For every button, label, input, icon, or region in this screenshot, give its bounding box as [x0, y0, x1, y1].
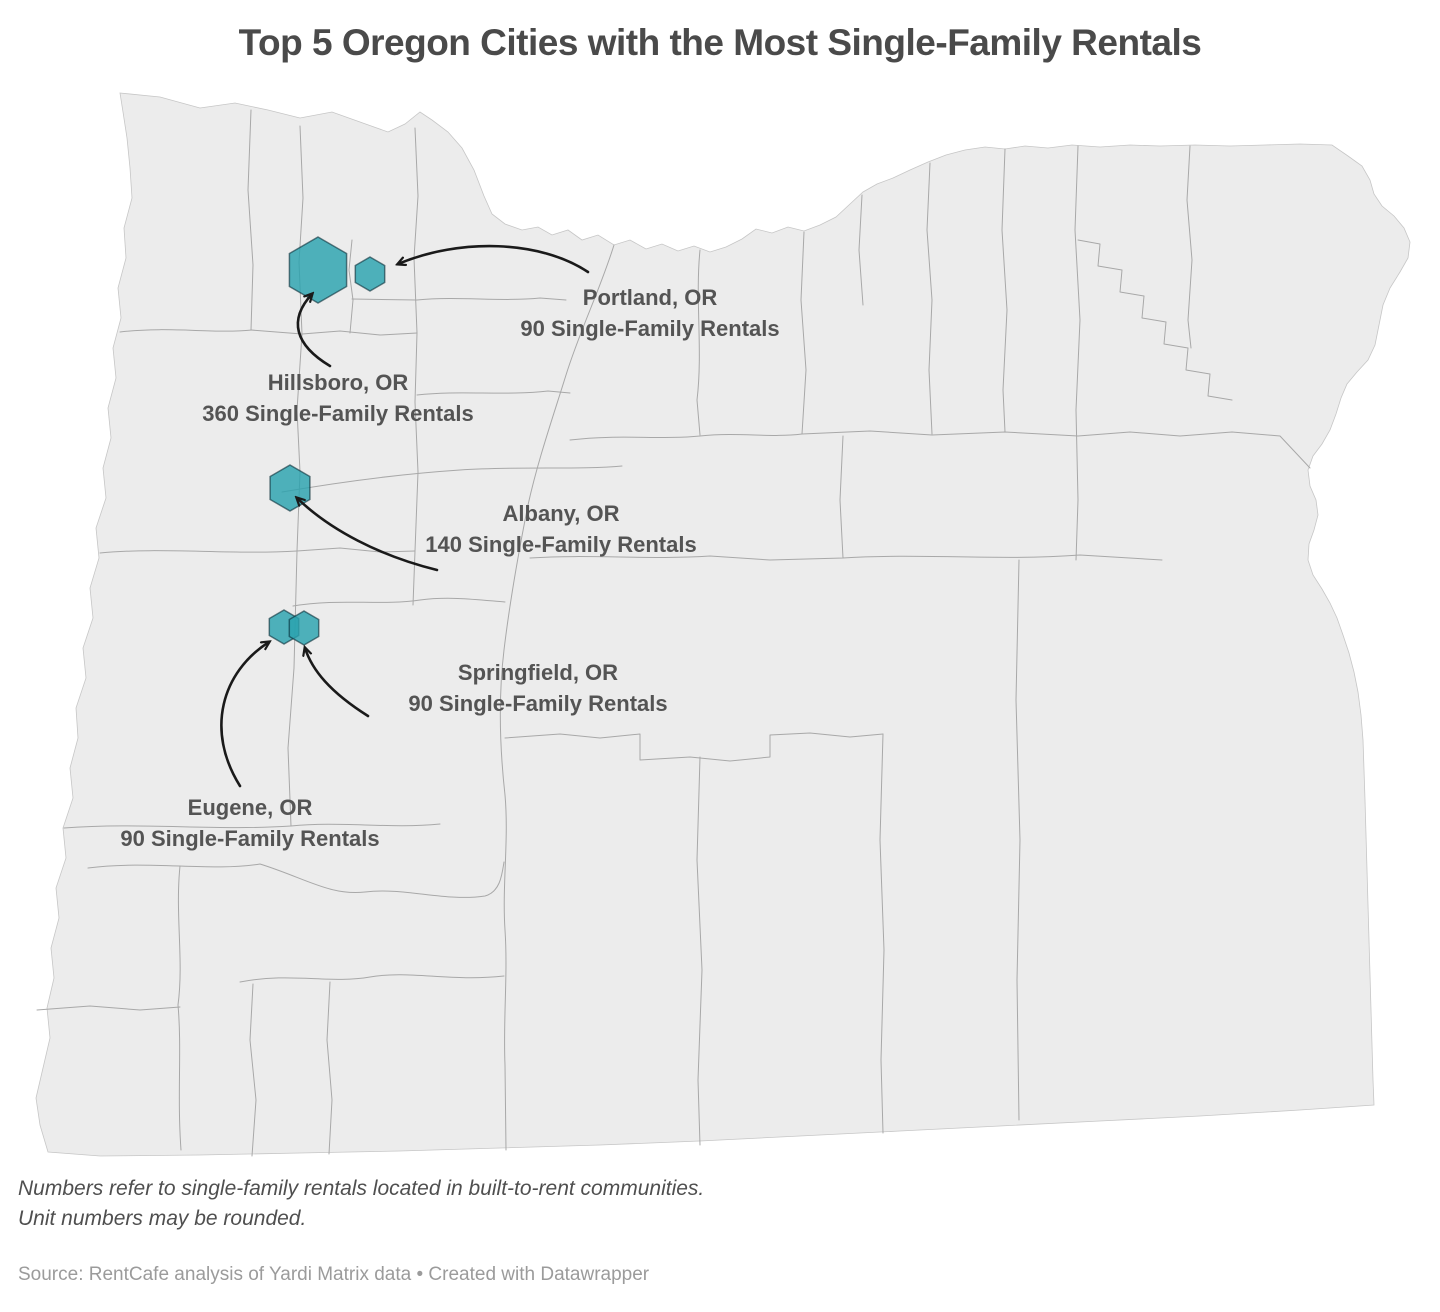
hillsboro-arrow: [296, 294, 332, 368]
annotation-city: Hillsboro, OR: [267, 370, 409, 395]
annotation-value: 360 Single-Family Rentals: [202, 401, 474, 426]
footnote-line-2: Unit numbers may be rounded.: [18, 1207, 307, 1231]
portland-arrow: [398, 244, 590, 274]
marker-hexagon-hillsboro[interactable]: [288, 236, 348, 304]
source-line: Source: RentCafe analysis of Yardi Matri…: [18, 1264, 650, 1285]
springfield-arrow: [305, 648, 370, 718]
eugene-arrow: [220, 642, 269, 788]
annotation-city: Portland, OR: [582, 285, 718, 310]
annotation-value: 90 Single-Family Rentals: [408, 691, 668, 716]
page-title: Top 5 Oregon Cities with the Most Single…: [238, 22, 1202, 63]
annotation-value: 90 Single-Family Rentals: [520, 316, 780, 341]
annotation-city: Springfield, OR: [457, 660, 619, 685]
albany-arrow: [297, 498, 439, 572]
county-boundaries: [36, 109, 1311, 1157]
footnote: Numbers refer to single-family rentals l…: [18, 1174, 704, 1235]
annotation-eugene: Eugene, OR 90 Single-Family Rentals: [120, 792, 379, 854]
annotation-city: Eugene, OR: [187, 795, 313, 820]
marker-hexagon-springfield[interactable]: [288, 610, 320, 646]
city-markers: [268, 236, 386, 646]
annotation-portland: Portland, OR 90 Single-Family Rentals: [520, 282, 779, 344]
annotation-value: 90 Single-Family Rentals: [120, 826, 380, 851]
annotation-albany: Albany, OR 140 Single-Family Rentals: [425, 498, 696, 560]
annotation-hillsboro: Hillsboro, OR 360 Single-Family Rentals: [202, 367, 473, 429]
footnote-line-1: Numbers refer to single-family rentals l…: [18, 1177, 705, 1200]
oregon-state-shape: [35, 92, 1411, 1157]
marker-hexagon-portland[interactable]: [354, 256, 386, 292]
annotation-city: Albany, OR: [502, 501, 620, 526]
annotation-arrows: [220, 244, 590, 788]
annotation-springfield: Springfield, OR 90 Single-Family Rentals: [408, 657, 667, 719]
annotation-value: 140 Single-Family Rentals: [425, 532, 697, 557]
